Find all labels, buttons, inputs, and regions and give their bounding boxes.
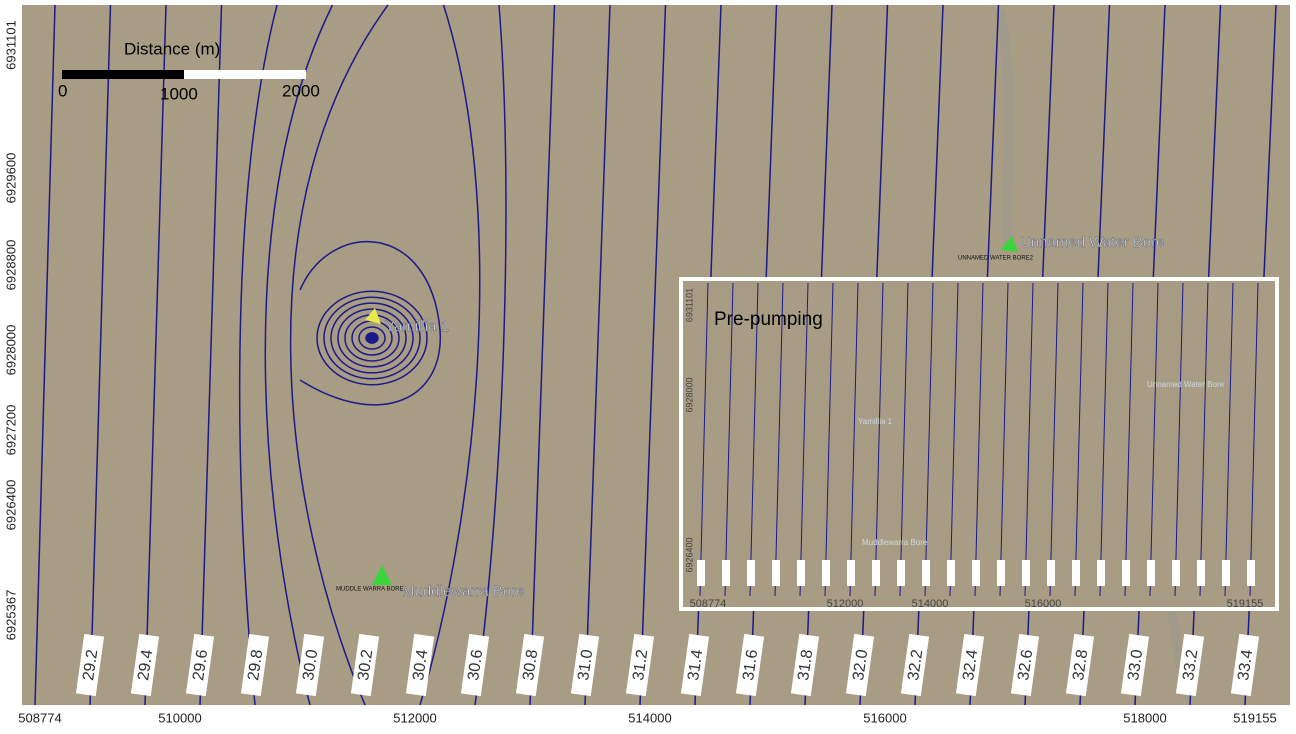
inset-label-box	[1022, 560, 1030, 586]
scale-label: 1000	[160, 84, 198, 103]
inset-label-box	[797, 560, 805, 586]
inset-x-label: 508774	[690, 598, 727, 610]
x-tick-label: 508774	[18, 710, 61, 725]
inset-label-box	[822, 560, 830, 586]
x-tick-label: 512000	[393, 710, 436, 725]
inset-label-box	[1222, 560, 1230, 586]
inset-label-box	[747, 560, 755, 586]
inset-label-box	[972, 560, 980, 586]
contour-ring	[366, 333, 378, 343]
inset-label-box	[922, 560, 930, 586]
scale-bar-white	[184, 70, 306, 79]
inset-label-box	[1147, 560, 1155, 586]
y-tick-label: 6928000	[3, 325, 18, 376]
inset-label-box	[872, 560, 880, 586]
inset-label-box	[1122, 560, 1130, 586]
inset-y-label: 6926400	[684, 537, 694, 572]
inset-label-box	[697, 560, 705, 586]
inset-title: Pre-pumping	[714, 309, 823, 330]
inset-label-box	[1197, 560, 1205, 586]
x-tick-label: 516000	[863, 710, 906, 725]
inset: Pre-pumping Yamillia 1 Unnamed Water Bor…	[681, 279, 1277, 609]
inset-place: Unnamed Water Bore	[1147, 380, 1225, 389]
y-tick-label: 6929600	[3, 153, 18, 204]
scale-label: 2000	[282, 81, 320, 100]
inset-x-label: 512000	[827, 598, 864, 610]
place-label: Unnamed Water Bore	[1020, 234, 1165, 251]
y-tick-label: 6926400	[3, 480, 18, 531]
inset-label-box	[722, 560, 730, 586]
y-tick-label: 6925367	[3, 590, 18, 641]
y-tick-label: 6928800	[3, 240, 18, 291]
x-tick-label: 510000	[158, 710, 201, 725]
x-tick-label: 514000	[628, 710, 671, 725]
place-code: MUDDLE WARRA BORE	[336, 587, 403, 593]
inset-place: Muddlewarra Bore	[862, 538, 928, 547]
scale-title: Distance (m)	[124, 39, 220, 58]
inset-place: Yamillia 1	[858, 417, 893, 426]
inset-label-box	[1097, 560, 1105, 586]
x-tick-label: 518000	[1123, 710, 1166, 725]
x-tick-label: 519155	[1233, 710, 1276, 725]
inset-label-box	[947, 560, 955, 586]
inset-label-box	[1172, 560, 1180, 586]
inset-y-label: 6928000	[684, 377, 694, 412]
scale-label: 0	[58, 81, 67, 100]
y-tick-label: 6927200	[3, 405, 18, 456]
inset-y-label: 6931101	[684, 288, 694, 322]
inset-label-box	[772, 560, 780, 586]
inset-label-box	[897, 560, 905, 586]
inset-x-label: 519155	[1227, 598, 1264, 610]
inset-label-box	[1047, 560, 1055, 586]
place-code: UNNAMED WATER BORE2	[958, 256, 1034, 262]
inset-x-label: 516000	[1025, 598, 1062, 610]
map: Distance (m) 0 1000 2000 Unnamed Water B…	[0, 0, 1296, 734]
place-label: Yamillia 1	[385, 318, 449, 335]
y-tick-label: 6931101	[3, 20, 18, 70]
inset-x-label: 514000	[912, 598, 949, 610]
inset-label-box	[1072, 560, 1080, 586]
inset-label-box	[997, 560, 1005, 586]
inset-label-box	[847, 560, 855, 586]
scale-bar-black	[62, 70, 184, 79]
inset-label-box	[1247, 560, 1255, 586]
place-label: Muddlewarra Bore	[402, 583, 525, 600]
